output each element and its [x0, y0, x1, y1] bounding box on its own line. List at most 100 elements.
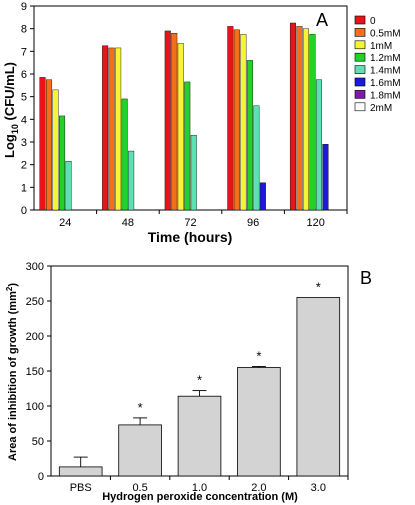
legend-label: 1mM: [370, 41, 392, 52]
legend-swatch: [354, 102, 366, 112]
chart-a-x-axis: 24 48 72 96 120: [59, 210, 348, 229]
y-tick-label: 5: [21, 92, 27, 104]
bar: [309, 34, 316, 211]
chart-b-x-axis: PBS 0.5 1.0 2.0 3.0: [70, 476, 349, 494]
chart-b-y-axis-title-sup: 2: [5, 286, 14, 291]
y-tick-label: 4: [21, 114, 27, 126]
bar: [259, 182, 266, 211]
chart-a-frame: [33, 5, 348, 211]
bar: [237, 367, 281, 477]
significance-marker: *: [316, 280, 321, 295]
bar: [52, 89, 59, 211]
bar: [233, 29, 240, 211]
chart-b-y-axis-title: Area of inhibition of growth (mm2): [5, 283, 19, 461]
legend-swatch: [354, 15, 366, 25]
bar: [128, 150, 135, 211]
bar: [253, 105, 260, 211]
chart-b-bars: * * * *: [58, 280, 341, 477]
x-tick-label: 72: [184, 217, 196, 229]
y-tick-label: 150: [26, 366, 44, 378]
significance-marker: *: [256, 348, 261, 363]
legend-label: 1.4mM: [370, 66, 401, 77]
chart-b-y-axis-title-main: Area of inhibition of growth (mm: [7, 291, 19, 461]
bar: [115, 47, 122, 211]
x-tick-label: 3.0: [311, 482, 326, 494]
legend-swatch: [354, 52, 366, 62]
x-tick-label: 1.0: [192, 482, 207, 494]
x-tick-label: 120: [307, 217, 325, 229]
y-tick-label: 3: [21, 137, 27, 149]
legend-swatch: [354, 40, 366, 50]
y-tick-label: 300: [26, 261, 44, 273]
bar: [65, 161, 72, 211]
bar: [102, 45, 109, 211]
y-tick-label: 0: [38, 471, 44, 483]
y-tick-label: 7: [21, 46, 27, 58]
y-tick-label: 8: [21, 24, 27, 36]
y-tick-label: 1: [21, 182, 27, 194]
significance-marker: *: [197, 373, 202, 388]
y-tick-label: 2: [21, 160, 27, 172]
chart-b-y-axis: 0 50 100 150 200 250 300: [26, 261, 51, 483]
x-tick-label: PBS: [70, 482, 92, 494]
y-tick-label: 50: [32, 436, 44, 448]
chart-a-x-axis-title: Time (hours): [148, 229, 233, 245]
chart-a-y-axis: 0 1 2 3 4 5 6 7 8 9: [21, 1, 34, 217]
bar: [171, 33, 178, 211]
x-tick-label: 96: [247, 217, 259, 229]
legend-label: 0.5mM: [370, 28, 401, 39]
y-tick-label: 0: [21, 205, 27, 217]
y-tick-label: 9: [21, 1, 27, 13]
bar: [302, 28, 309, 211]
legend-swatch: [354, 77, 366, 87]
y-tick-label: 200: [26, 331, 44, 343]
x-tick-label: 48: [122, 217, 134, 229]
chart-b: B 0 50 100 150 200 250 300 * * * * PBS 0.5 1.0 2.0 3.…: [5, 261, 372, 503]
chart-a-y-axis-title-main: Log: [2, 134, 17, 158]
bar: [184, 81, 191, 211]
bar: [39, 77, 46, 211]
legend-label: 2mM: [370, 103, 392, 114]
bar: [177, 43, 184, 211]
bar: [227, 26, 234, 211]
legend-label: 1.6mM: [370, 78, 401, 89]
bar: [190, 134, 197, 211]
chart-a-bars: [39, 22, 329, 211]
legend-swatch: [354, 90, 366, 99]
bar: [58, 466, 103, 477]
bar: [322, 144, 329, 211]
bar: [121, 98, 128, 211]
bar: [118, 424, 162, 477]
chart-a: A 0 1 2 3 4 5 6 7 8 9 24 48 72 96 120 Time (hours) Lo…: [2, 1, 401, 245]
bar: [296, 297, 341, 477]
chart-a-y-axis-title-sub: 10: [10, 124, 20, 134]
x-tick-label: 2.0: [251, 482, 266, 494]
chart-a-y-axis-title-unit: (CFU/mL): [2, 62, 17, 124]
x-tick-label: 24: [59, 217, 71, 229]
bar: [164, 30, 171, 211]
y-tick-label: 6: [21, 69, 27, 81]
bar: [246, 60, 253, 211]
legend-label: 1.2mM: [370, 53, 401, 64]
legend-label: 1.8mM: [370, 90, 401, 101]
x-tick-label: 0.5: [132, 482, 147, 494]
legend-swatch: [354, 65, 366, 74]
significance-marker: *: [138, 400, 143, 415]
legend-label: 0: [370, 16, 376, 27]
chart-a-panel-label: A: [316, 10, 328, 30]
bar: [289, 22, 296, 211]
bar: [240, 34, 247, 211]
bar: [59, 115, 66, 211]
y-tick-label: 250: [26, 296, 44, 308]
bar: [108, 47, 115, 211]
chart-b-panel-label: B: [360, 268, 372, 288]
bar: [296, 26, 303, 211]
bar: [177, 395, 222, 477]
y-tick-label: 100: [26, 401, 44, 413]
bar: [315, 79, 322, 211]
chart-b-y-axis-title-end: ): [7, 283, 19, 287]
bar: [46, 79, 53, 211]
legend-swatch: [354, 28, 366, 37]
